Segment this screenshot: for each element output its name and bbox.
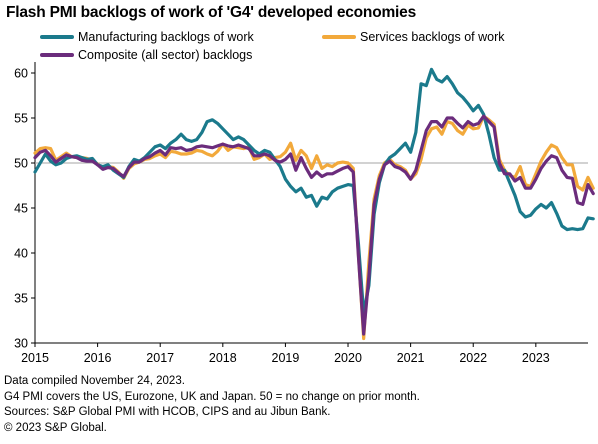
note-sources: Sources: S&P Global PMI with HCOB, CIPS … <box>4 406 331 418</box>
y-tick-label-30: 30 <box>14 337 28 351</box>
legend-label-services: Services backlogs of work <box>360 30 505 44</box>
note-coverage: G4 PMI covers the US, Eurozone, UK and J… <box>4 390 420 403</box>
legend-swatch-composite <box>40 53 74 57</box>
legend-label-manufacturing: Manufacturing backlogs of work <box>78 30 254 44</box>
x-tick-label-2017: 2017 <box>146 351 174 365</box>
legend-swatch-services <box>322 35 356 39</box>
x-tick-label-2022: 2022 <box>459 351 487 365</box>
chart-notes: Data compiled November 24, 2023. G4 PMI … <box>4 374 420 436</box>
y-tick-label-45: 45 <box>14 202 28 216</box>
x-tick-label-2019: 2019 <box>272 351 300 365</box>
x-tick-label-2016: 2016 <box>84 351 112 365</box>
series-line-composite <box>33 114 595 336</box>
x-tick-label-2020: 2020 <box>334 351 362 365</box>
y-tick-label-50: 50 <box>14 157 28 171</box>
note-compiled: Data compiled November 24, 2023. <box>4 375 185 387</box>
x-tick-label-2018: 2018 <box>209 351 237 365</box>
legend-label-composite: Composite (all sector) backlogs <box>78 48 253 62</box>
chart-title: Flash PMI backlogs of work of 'G4' devel… <box>6 4 417 21</box>
note-copyright: © 2023 S&P Global. <box>4 421 107 434</box>
legend-swatch-manufacturing <box>40 35 74 39</box>
legend-item-composite: Composite (all sector) backlogs <box>40 48 252 62</box>
y-tick-label-60: 60 <box>14 67 28 81</box>
legend-item-manufacturing: Manufacturing backlogs of work <box>40 30 254 44</box>
series-line-manufacturing <box>33 67 595 315</box>
legend-item-services: Services backlogs of work <box>322 30 505 44</box>
y-tick-label-55: 55 <box>14 112 28 126</box>
x-tick-label-2015: 2015 <box>21 351 49 365</box>
x-tick-label-2021: 2021 <box>397 351 425 365</box>
x-tick-label-2023: 2023 <box>522 351 550 365</box>
series-line-services <box>33 114 595 341</box>
y-tick-label-35: 35 <box>14 292 28 306</box>
y-tick-label-40: 40 <box>14 247 28 261</box>
